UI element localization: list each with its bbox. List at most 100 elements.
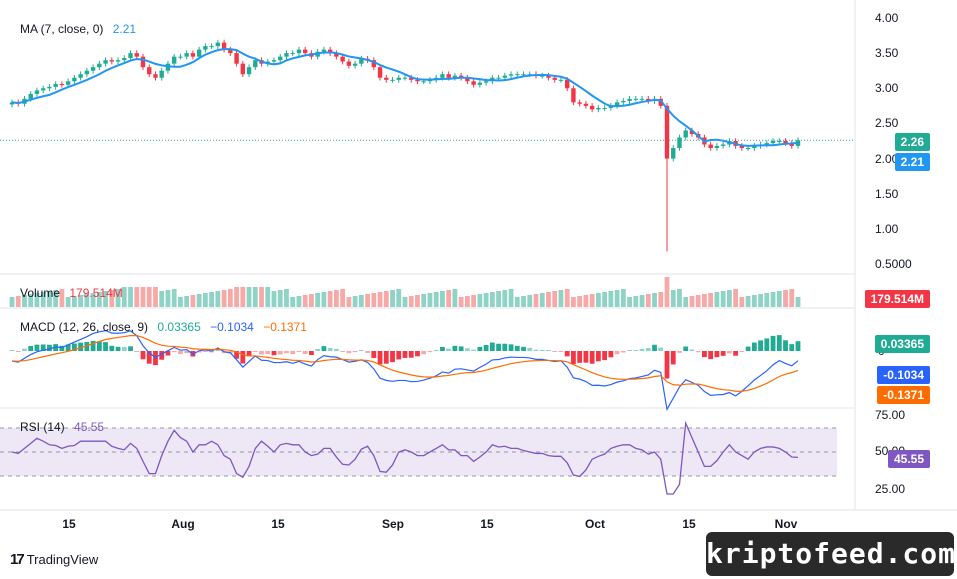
candle (296, 49, 302, 54)
candle (583, 103, 589, 106)
volume-bar (9, 297, 15, 307)
volume-bar (464, 296, 470, 307)
candle (745, 148, 751, 150)
macd-hist-bar (240, 351, 246, 364)
volume-bar (103, 291, 108, 307)
candle (390, 79, 395, 81)
volume-bar (702, 294, 707, 307)
macd-hist-bar (321, 346, 327, 351)
volume-bar (15, 296, 21, 307)
volume-bar (708, 293, 714, 307)
volume-bar (726, 290, 732, 307)
volume-bar (533, 294, 539, 307)
candle (458, 75, 464, 78)
volume-bar (745, 296, 751, 307)
candle (483, 81, 489, 83)
volume-bar (408, 296, 414, 307)
candle (215, 42, 221, 47)
volume-bar (215, 291, 221, 307)
candle (327, 49, 333, 54)
candle (122, 58, 127, 61)
macd-hist-bar (302, 351, 308, 354)
macd-hist-bar (178, 351, 183, 355)
candle (271, 60, 277, 62)
candle (28, 93, 33, 99)
volume-bar (53, 290, 59, 307)
candle (596, 107, 601, 110)
candle (97, 63, 102, 68)
volume-bar (34, 293, 40, 307)
volume-bar (521, 296, 526, 307)
candle (502, 75, 508, 78)
candle (564, 79, 570, 89)
macd-hist-bar (658, 347, 664, 351)
volume-bar (458, 297, 464, 307)
macd-hist-bar (733, 351, 739, 356)
macd-hist-bar (390, 351, 395, 363)
rsi-legend: RSI (14) 45.55 (20, 420, 104, 434)
volume-bar (115, 289, 121, 307)
volume-bar (427, 293, 433, 307)
macd-hist-bar (277, 351, 283, 355)
candle (109, 60, 115, 62)
volume-bar (508, 289, 514, 307)
volume-bar (446, 290, 452, 307)
volume-bar (514, 297, 520, 307)
volume-bar (59, 289, 65, 307)
candle (671, 148, 676, 159)
rsi-badge: 45.55 (887, 450, 930, 468)
macd-hist-bar (652, 344, 657, 351)
volume-bar (433, 292, 439, 307)
ma-legend-value: 2.21 (112, 22, 137, 36)
volume-bar (196, 294, 202, 307)
volume-bar (209, 292, 215, 307)
volume-bar (290, 297, 296, 307)
macd-hist-bar (71, 343, 77, 351)
volume-bar (352, 296, 358, 307)
volume-bar (265, 287, 271, 307)
volume-bar (340, 289, 346, 307)
macd-hist-bar (745, 346, 751, 351)
candle (421, 81, 426, 83)
macd-hist-bar (789, 344, 795, 351)
candle (302, 49, 308, 54)
candle (577, 102, 582, 104)
macd-hist-bar (564, 351, 570, 357)
candle (783, 141, 788, 144)
macd-hist-bar (103, 342, 108, 351)
candle (739, 145, 745, 149)
macd-hist-bar (452, 345, 458, 351)
candle (627, 98, 632, 101)
macd-hist-bar (589, 351, 595, 364)
macd-hist-bar (720, 351, 726, 356)
volume-bar (327, 291, 333, 307)
macd-hist-bar (47, 344, 52, 351)
macd-hist-bar (246, 351, 252, 357)
macd-hist-bar (695, 351, 701, 353)
macd-hist-bar (489, 342, 495, 351)
macd-hist-bar (84, 341, 90, 351)
macd-hist-bar (483, 344, 489, 351)
candle (396, 77, 401, 80)
tradingview-brand[interactable]: 17 TradingView (10, 551, 98, 568)
candle (153, 74, 158, 78)
candle (53, 84, 58, 87)
macd-hist-bar (502, 343, 508, 351)
price-tick-label: 0.5000 (875, 257, 912, 271)
volume-badge: 179.514M (864, 290, 930, 308)
candle (465, 77, 470, 82)
ma-legend-label: MA (7, close, 0) (20, 22, 104, 36)
candle (714, 145, 720, 149)
candle (639, 98, 645, 100)
tradingview-logo-icon: 17 (10, 551, 25, 568)
volume-bar (670, 290, 676, 307)
volume-bar (227, 289, 233, 307)
macd-hist-bar (464, 348, 470, 351)
volume-bar (602, 292, 608, 307)
price-tick-label: 1.50 (875, 186, 899, 201)
candle (546, 75, 551, 78)
candle (190, 53, 196, 57)
volume-bar (683, 297, 689, 307)
candle (78, 74, 83, 78)
